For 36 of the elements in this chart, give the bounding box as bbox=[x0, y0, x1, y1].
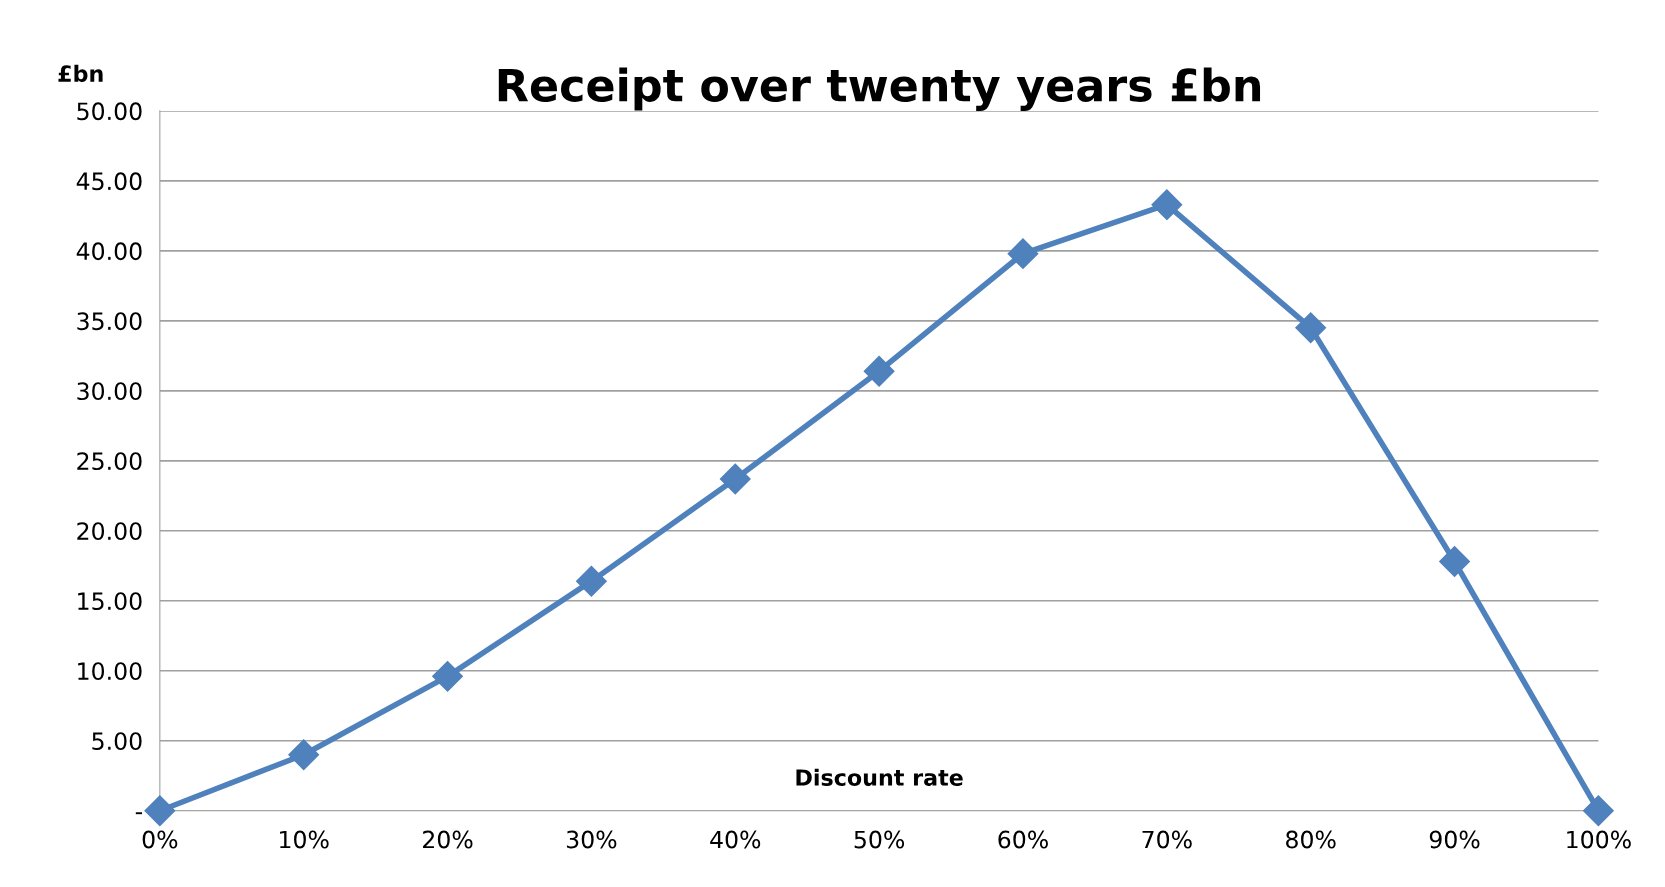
x-tick-label: 50% bbox=[854, 830, 905, 849]
x-tick-label: 20% bbox=[423, 830, 473, 849]
y-axis-title: £bn bbox=[58, 64, 103, 83]
point bbox=[144, 795, 176, 827]
point bbox=[719, 463, 751, 495]
point bbox=[288, 739, 320, 771]
point bbox=[575, 565, 607, 597]
y-tick-label: 50.00 bbox=[77, 102, 142, 121]
x-tick-label: 60% bbox=[998, 830, 1048, 849]
y-tick-label: 40.00 bbox=[76, 242, 142, 261]
point bbox=[1295, 312, 1327, 344]
point bbox=[1151, 189, 1183, 221]
x-tick-label: 90% bbox=[1429, 830, 1480, 849]
point bbox=[432, 660, 463, 692]
y-tick-label: 20.00 bbox=[77, 522, 142, 541]
y-tick-label: - bbox=[135, 812, 143, 815]
x-tick-label: 80% bbox=[1286, 830, 1336, 849]
chart-title: Receipt over twenty years £bn bbox=[498, 67, 1261, 111]
point bbox=[1439, 546, 1470, 577]
point bbox=[1582, 795, 1614, 827]
x-axis-title: Discount rate bbox=[796, 768, 963, 786]
x-tick-label: 70% bbox=[1142, 830, 1192, 849]
y-tick-label: 10.00 bbox=[78, 662, 142, 681]
y-tick-label: 45.00 bbox=[76, 172, 142, 191]
x-tick-label: 100% bbox=[1567, 830, 1631, 849]
y-tick-label: 15.00 bbox=[78, 592, 142, 611]
point bbox=[863, 355, 895, 387]
x-tick-label: 0% bbox=[142, 830, 178, 849]
x-tick-label: 30% bbox=[566, 830, 617, 849]
x-tick-label: 40% bbox=[710, 830, 761, 849]
y-tick-label: 35.00 bbox=[77, 312, 142, 331]
y-tick-label: 30.00 bbox=[77, 382, 142, 401]
x-tick-label: 10% bbox=[280, 830, 329, 849]
point bbox=[1007, 238, 1039, 270]
y-tick-label: 5.00 bbox=[92, 732, 142, 751]
y-tick-label: 25.00 bbox=[77, 452, 142, 471]
